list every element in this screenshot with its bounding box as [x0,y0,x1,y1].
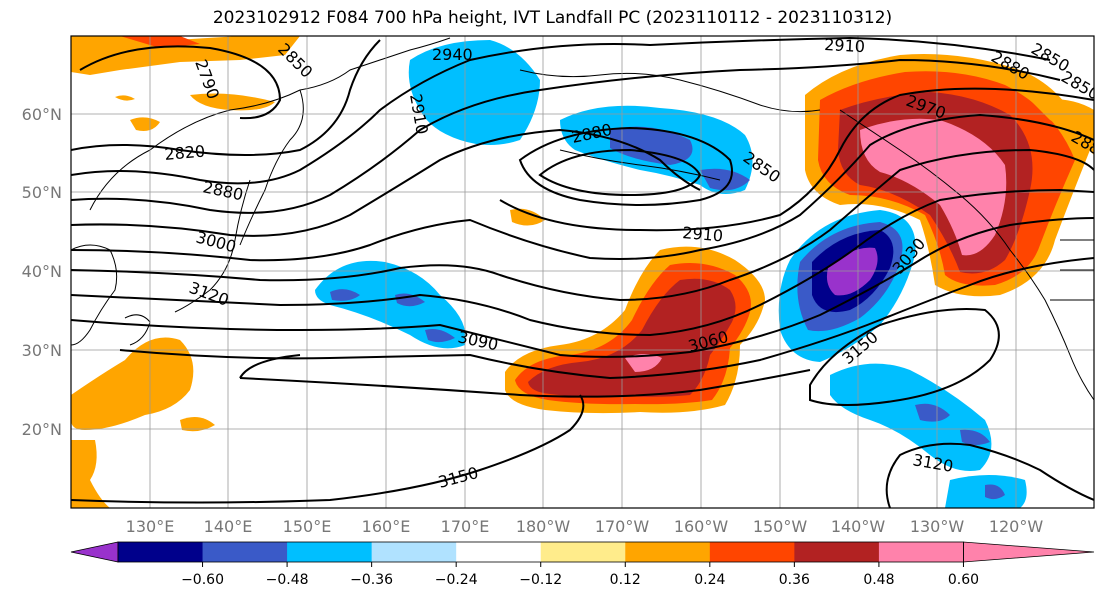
colorbar-tick-label: −0.48 [266,572,309,588]
lon-label: 130°W [910,517,965,536]
colorbar-tick-label: 0.12 [610,572,641,588]
colorbar-tick-label: 0.48 [863,572,894,588]
lon-label: 140°E [204,517,253,536]
lon-label: 150°E [283,517,332,536]
lon-label: 180°W [516,517,571,536]
contour-label: 2910 [682,223,724,245]
lat-label: 30°N [22,341,62,360]
contour-label: 2940 [432,45,473,64]
lon-labels: 130°E 140°E 150°E 160°E 170°E 180°W 170°… [126,517,1044,536]
map-frame [70,35,1095,509]
contour-label: 2820 [164,142,206,164]
lon-label: 120°W [989,517,1044,536]
colorbar-segment [202,542,288,562]
colorbar: −0.60 −0.48 −0.36 −0.24 −0.12 0.12 0.24 0.36 0.4… [70,541,1095,588]
coastlines [71,37,1094,401]
lat-label: 50°N [22,183,62,202]
lon-label: 160°W [674,517,729,536]
colorbar-segment [371,542,457,562]
lon-label: 130°E [126,517,175,536]
colorbar-tick-label: 0.24 [694,572,725,588]
colorbar-tick-label: 0.60 [948,572,979,588]
colorbar-segment [878,542,964,562]
colorbar-segment [540,542,626,562]
lon-label: 170°W [595,517,650,536]
colorbar-tick-label: −0.24 [435,572,478,588]
colorbar-tick-label: −0.60 [181,572,224,588]
colorbar-tick-label: −0.36 [350,572,393,588]
colorbar-segment [118,542,204,562]
lat-label: 20°N [22,420,62,439]
colorbar-tick-label: 0.36 [779,572,810,588]
map-title: 2023102912 F084 700 hPa height, IVT Land… [212,8,893,28]
lon-label: 170°E [441,517,490,536]
colorbar-tick-label: −0.12 [519,572,562,588]
colorbar-segment [456,542,542,562]
map-area: 2940 2910 2880 2850 2790 2850 2910 2820 … [71,35,1094,508]
colorbar-segment [625,542,711,562]
lon-label: 150°W [753,517,808,536]
lon-label: 160°E [362,517,411,536]
colorbar-right-extension [963,541,1095,563]
contour-label: 2910 [824,35,866,56]
height-contours [71,36,1094,508]
lat-labels: 60°N 50°N 40°N 30°N 20°N [22,105,62,439]
colorbar-left-extension [70,541,119,563]
colorbar-segment [794,542,880,562]
lon-label: 140°W [831,517,886,536]
lat-label: 60°N [22,105,62,124]
colorbar-segment [287,542,373,562]
colorbar-segment [709,542,795,562]
ivt-shading [71,36,1094,508]
lat-label: 40°N [22,262,62,281]
